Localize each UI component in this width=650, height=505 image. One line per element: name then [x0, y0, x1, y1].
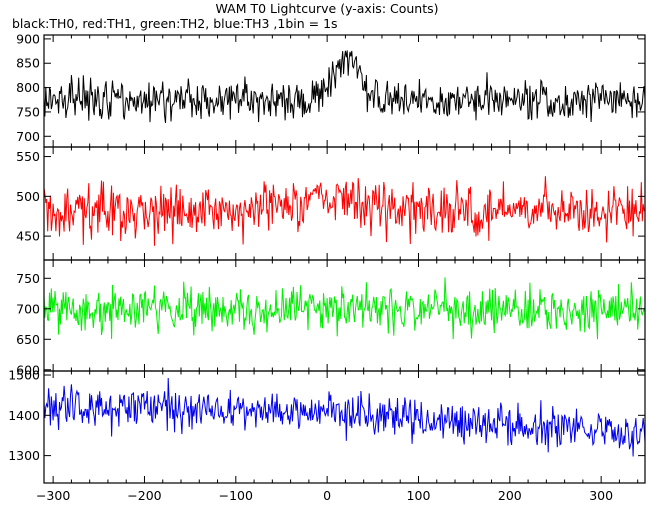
y-tick-label: 700	[16, 129, 40, 144]
x-tick-label: −200	[127, 488, 161, 503]
y-tick-label: 500	[16, 189, 40, 204]
y-tick-label: 1300	[8, 448, 40, 463]
y-tick-label: 600	[16, 362, 40, 377]
y-tick-label: 850	[16, 56, 40, 71]
chart-title: WAM T0 Lightcurve (y-axis: Counts)	[215, 1, 438, 16]
y-tick-label: 650	[16, 332, 40, 347]
x-tick-label: −300	[36, 488, 70, 503]
panels-group: 700 750 800 850 900 450 500 550 600 650 700 750 1300…	[8, 31, 646, 503]
x-tick-label: −100	[219, 488, 253, 503]
y-tick-label: 750	[16, 271, 40, 286]
series-line-th2	[44, 277, 645, 340]
x-tick-label: 0	[323, 488, 331, 503]
y-tick-label: 450	[16, 229, 40, 244]
y-tick-label: 750	[16, 104, 40, 119]
chart-subtitle: black:TH0, red:TH1, green:TH2, blue:TH3 …	[12, 16, 338, 31]
series-line-th0	[44, 50, 645, 123]
y-tick-label: 1500	[8, 368, 40, 383]
x-tick-label: 100	[407, 488, 431, 503]
y-tick-label: 900	[16, 31, 40, 46]
y-tick-label: 700	[16, 301, 40, 316]
x-tick-label: 300	[589, 488, 613, 503]
y-tick-label: 800	[16, 80, 40, 95]
y-tick-label: 550	[16, 149, 40, 164]
series-line-th3	[44, 377, 645, 457]
x-tick-label: 200	[498, 488, 522, 503]
series-line-th1	[44, 176, 645, 246]
panel-frame	[43, 34, 646, 148]
panel-frame	[43, 370, 646, 484]
y-tick-label: 1400	[8, 408, 40, 423]
